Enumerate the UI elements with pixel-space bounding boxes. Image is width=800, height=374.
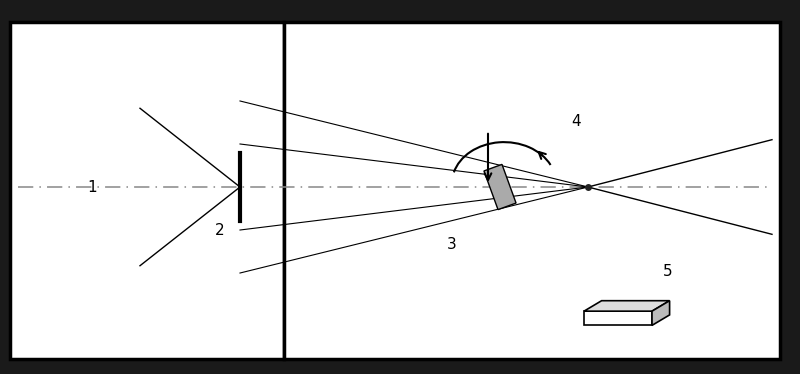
Polygon shape: [584, 301, 670, 311]
Text: 4: 4: [571, 114, 581, 129]
Polygon shape: [484, 165, 516, 209]
Text: 3: 3: [447, 237, 457, 252]
Text: 1: 1: [87, 180, 97, 194]
FancyBboxPatch shape: [10, 22, 284, 359]
Text: 5: 5: [663, 264, 673, 279]
Polygon shape: [652, 301, 670, 325]
Text: 2: 2: [215, 223, 225, 237]
FancyBboxPatch shape: [284, 22, 780, 359]
Polygon shape: [584, 311, 652, 325]
